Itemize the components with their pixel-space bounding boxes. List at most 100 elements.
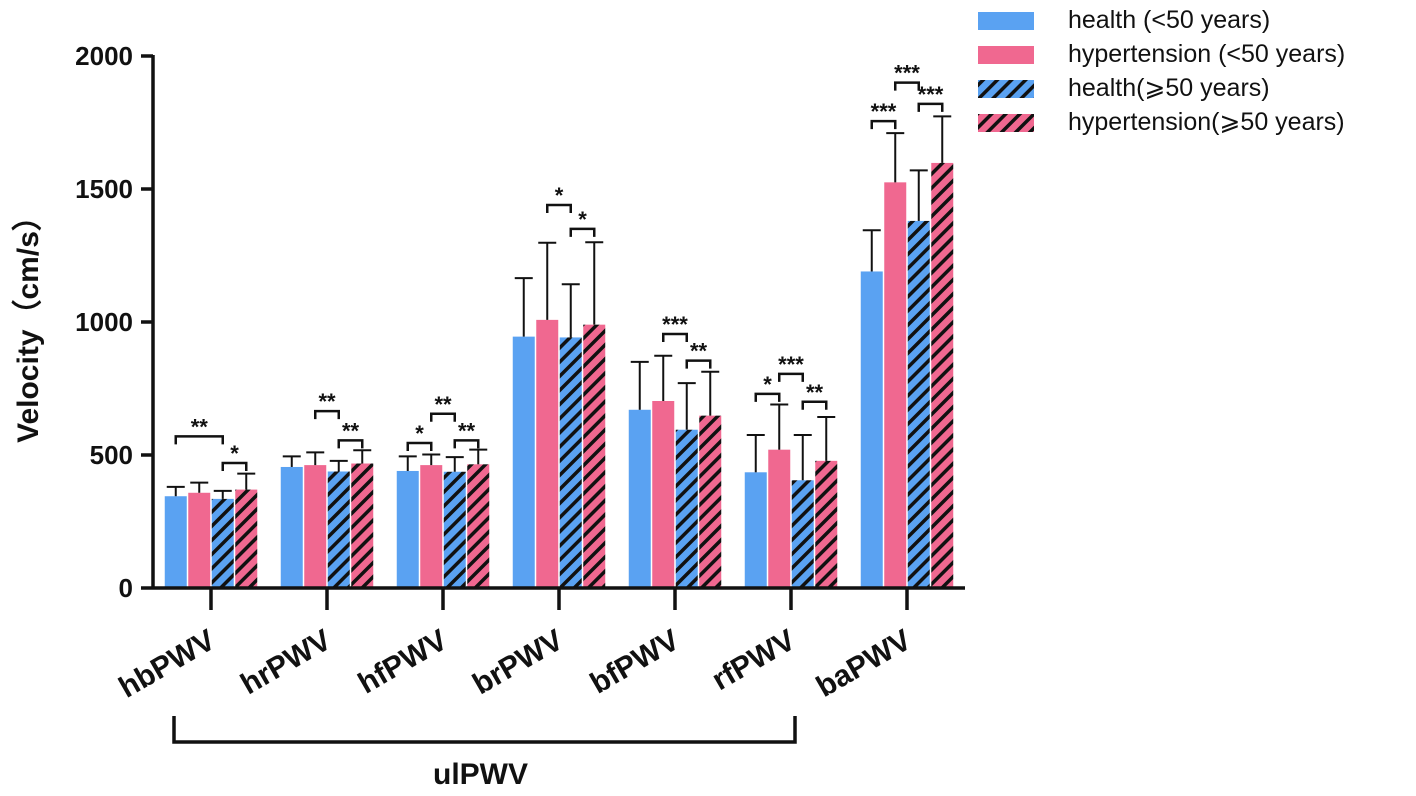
error-bar-hfPWV-series-1 bbox=[422, 453, 441, 466]
legend-swatch bbox=[978, 80, 1034, 98]
error-bar-bfPWV-series-0 bbox=[630, 360, 649, 410]
bar-brPWV-series-3 bbox=[583, 324, 606, 588]
legend: health (<50 years) hypertension (<50 year… bbox=[978, 6, 1345, 136]
bar-baPWV-series-0 bbox=[860, 271, 883, 588]
x-tick-label-hfPWV: hfPWV bbox=[353, 623, 453, 700]
group-bracket-line bbox=[172, 716, 797, 744]
significance-label: ** bbox=[434, 392, 452, 417]
group-bracket: ulPWV bbox=[172, 716, 797, 791]
significance-label: ** bbox=[458, 418, 476, 443]
significance-bracket: * bbox=[569, 207, 596, 237]
error-bar-rfPWV-series-1 bbox=[770, 403, 789, 450]
significance-bracket: ** bbox=[685, 339, 712, 369]
y-tick-label: 0 bbox=[119, 573, 133, 603]
bars-layer bbox=[164, 162, 954, 589]
significance-bracket: * bbox=[754, 372, 781, 402]
error-bar-baPWV-series-2 bbox=[909, 169, 928, 221]
significance-bracket: ** bbox=[314, 389, 340, 420]
bar-bfPWV-series-3 bbox=[699, 415, 722, 588]
significance-label: * bbox=[555, 183, 564, 208]
legend-item: hypertension (<50 years) bbox=[978, 40, 1345, 68]
legend-swatch bbox=[978, 12, 1034, 30]
significance-label: ** bbox=[806, 380, 824, 405]
y-tick-label: 500 bbox=[90, 440, 133, 470]
error-bar-hbPWV-series-3 bbox=[237, 472, 256, 490]
error-bar-baPWV-series-0 bbox=[862, 229, 881, 272]
bar-brPWV-series-0 bbox=[512, 336, 535, 588]
y-tick-label: 1000 bbox=[75, 307, 133, 337]
significance-bracket: ** bbox=[430, 392, 456, 422]
bar-hfPWV-series-1 bbox=[420, 465, 443, 588]
error-bar-rfPWV-series-0 bbox=[746, 434, 765, 473]
bar-rfPWV-series-1 bbox=[768, 449, 791, 588]
error-bar-hbPWV-series-0 bbox=[166, 485, 185, 497]
legend-swatch bbox=[978, 114, 1034, 132]
axes-layer: 0 500 1000 1500 2000 hbPWV hrPWV hfPWV brPWV bfPW… bbox=[11, 41, 965, 705]
bar-hbPWV-series-1 bbox=[188, 492, 211, 588]
bar-hbPWV-series-2 bbox=[211, 498, 234, 588]
error-bar-rfPWV-series-2 bbox=[793, 434, 812, 481]
error-bar-bfPWV-series-3 bbox=[701, 370, 720, 416]
error-bars-layer bbox=[166, 115, 952, 499]
bar-rfPWV-series-0 bbox=[744, 472, 767, 588]
legend-label: hypertension (<50 years) bbox=[1068, 40, 1345, 68]
significance-label: ** bbox=[318, 389, 336, 414]
error-bar-baPWV-series-3 bbox=[933, 115, 952, 163]
significance-label: *** bbox=[918, 82, 944, 107]
x-tick-label-hbPWV: hbPWV bbox=[113, 623, 220, 704]
legend-item: health(⩾50 years) bbox=[978, 74, 1270, 102]
x-tick-label-baPWV: baPWV bbox=[811, 623, 917, 703]
error-bar-brPWV-series-2 bbox=[561, 283, 580, 338]
bar-brPWV-series-1 bbox=[536, 319, 559, 588]
significance-label: ** bbox=[690, 339, 708, 364]
x-tick-label-brPWV: brPWV bbox=[467, 623, 569, 701]
error-bar-hfPWV-series-2 bbox=[445, 456, 464, 472]
bar-hrPWV-series-3 bbox=[351, 463, 374, 588]
y-tick-label: 1500 bbox=[75, 174, 133, 204]
group-bracket-label: ulPWV bbox=[433, 758, 528, 791]
error-bar-brPWV-series-3 bbox=[585, 241, 604, 325]
legend-item: hypertension(⩾50 years) bbox=[978, 108, 1345, 136]
bar-baPWV-series-3 bbox=[931, 162, 954, 588]
significance-label: * bbox=[230, 441, 239, 466]
significance-bracket: * bbox=[221, 441, 248, 471]
significance-bracket: *** bbox=[894, 61, 920, 91]
error-bar-rfPWV-series-3 bbox=[817, 415, 836, 461]
significance-bracket: ** bbox=[174, 414, 224, 445]
significance-bracket: *** bbox=[778, 352, 804, 382]
significance-bracket: *** bbox=[870, 99, 897, 130]
x-tick-label-rfPWV: rfPWV bbox=[706, 623, 800, 697]
error-bar-baPWV-series-1 bbox=[886, 132, 905, 183]
significance-label: *** bbox=[871, 99, 897, 124]
bar-baPWV-series-2 bbox=[907, 220, 930, 589]
y-tick-label: 2000 bbox=[75, 41, 133, 71]
legend-label: health (<50 years) bbox=[1068, 6, 1270, 34]
legend-label: health(⩾50 years) bbox=[1068, 74, 1270, 102]
significance-bracket: ** bbox=[801, 380, 828, 410]
error-bar-hrPWV-series-2 bbox=[329, 459, 348, 472]
significance-label: *** bbox=[778, 352, 804, 377]
legend-label: hypertension(⩾50 years) bbox=[1068, 108, 1345, 136]
bar-rfPWV-series-2 bbox=[791, 480, 814, 588]
bar-baPWV-series-1 bbox=[884, 182, 907, 588]
significance-bracket: ** bbox=[337, 418, 364, 449]
error-bar-hrPWV-series-0 bbox=[282, 455, 301, 467]
significance-label: *** bbox=[894, 61, 920, 86]
error-bar-hbPWV-series-1 bbox=[190, 481, 209, 493]
bar-hfPWV-series-2 bbox=[443, 471, 466, 588]
x-tick-label-hrPWV: hrPWV bbox=[235, 623, 337, 701]
bar-hfPWV-series-3 bbox=[467, 464, 490, 588]
legend-swatch bbox=[978, 46, 1034, 64]
significance-label: *** bbox=[662, 312, 688, 337]
error-bar-hrPWV-series-1 bbox=[306, 451, 325, 466]
significance-bracket: * bbox=[546, 183, 572, 213]
significance-label: ** bbox=[191, 414, 209, 439]
significance-label: ** bbox=[342, 418, 360, 443]
error-bar-brPWV-series-1 bbox=[538, 241, 557, 320]
error-bar-hfPWV-series-3 bbox=[469, 448, 488, 465]
significance-bracket: ** bbox=[453, 418, 480, 449]
bar-bfPWV-series-1 bbox=[652, 401, 675, 588]
bar-hbPWV-series-3 bbox=[235, 489, 258, 588]
bar-hrPWV-series-1 bbox=[304, 465, 327, 588]
